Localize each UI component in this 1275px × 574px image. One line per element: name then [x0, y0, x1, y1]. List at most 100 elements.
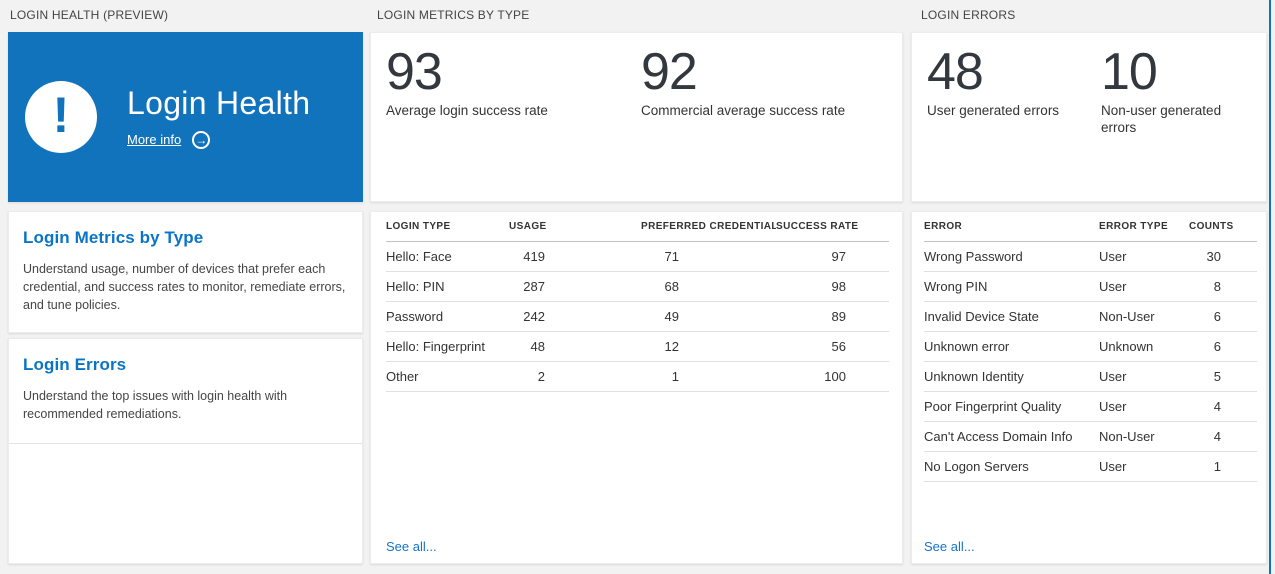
table-cell: 4: [1189, 421, 1257, 452]
table-row: Unknown error Unknown 6: [924, 331, 1257, 362]
table-cell: 100: [776, 361, 889, 392]
table-cell: 419: [509, 241, 641, 272]
login-metrics-description-card[interactable]: Login Metrics by Type Understand usage, …: [8, 211, 363, 333]
table-cell: 8: [1189, 271, 1257, 302]
login-errors-card-title[interactable]: Login Errors: [23, 355, 127, 374]
column-header-counts: COUNTS: [1189, 212, 1257, 242]
table-cell: No Logon Servers: [924, 451, 1099, 482]
blade-edge-divider: [1269, 0, 1271, 574]
table-cell: 2: [509, 361, 641, 392]
exclamation-icon: !: [25, 81, 97, 153]
table-row: Hello: Fingerprint 48 12 56: [386, 331, 889, 362]
stats-row: 93 Average login success rate 92 Commerc…: [386, 46, 887, 120]
stat-average-success-rate: 93 Average login success rate: [386, 46, 641, 120]
column-header-usage: USAGE: [509, 212, 641, 242]
table-cell: 4: [1189, 391, 1257, 422]
stat-value: 48: [927, 43, 984, 101]
table-header-row: ERROR ERROR TYPE COUNTS: [924, 212, 1257, 242]
tile-text-block: Login Health More info →: [127, 85, 310, 149]
login-errors-description-card[interactable]: Login Errors Understand the top issues w…: [8, 338, 363, 564]
section-header-login-metrics: LOGIN METRICS BY TYPE: [377, 8, 530, 22]
table-row: Password 242 49 89: [386, 301, 889, 332]
table-row: Hello: Face 419 71 97: [386, 241, 889, 272]
table-cell: 30: [1189, 241, 1257, 272]
table-row: No Logon Servers User 1: [924, 451, 1257, 482]
section-header-login-health: LOGIN HEALTH (PREVIEW): [10, 8, 169, 22]
stats-row: 48 User generated errors 10 Non-user gen…: [927, 46, 1251, 137]
table-cell: 5: [1189, 361, 1257, 392]
arrow-glyph: →: [195, 132, 208, 147]
table-cell: Non-User: [1099, 421, 1189, 452]
table-row: Wrong PIN User 8: [924, 271, 1257, 302]
stat-commercial-success-rate: 92 Commercial average success rate: [641, 46, 887, 120]
more-info-link[interactable]: More info: [127, 132, 182, 148]
login-metrics-card-description: Understand usage, number of devices that…: [23, 262, 346, 313]
section-header-login-errors: LOGIN ERRORS: [921, 8, 1016, 22]
column-header-error: ERROR: [924, 212, 1099, 242]
table-cell: 1: [641, 361, 776, 392]
table-cell: 97: [776, 241, 889, 272]
table-cell: 287: [509, 271, 641, 302]
login-errors-card-description: Understand the top issues with login hea…: [23, 389, 288, 422]
stat-value: 10: [1101, 43, 1158, 101]
stat-user-generated-errors: 48 User generated errors: [927, 46, 1101, 137]
column-header-preferred-credential: PREFERRED CREDENTIAL: [641, 212, 776, 242]
table-cell: User: [1099, 241, 1189, 272]
login-metrics-table-card: LOGIN TYPE USAGE PREFERRED CREDENTIAL SU…: [370, 211, 903, 564]
table-cell: Password: [386, 301, 509, 332]
table-cell: 71: [641, 241, 776, 272]
login-metrics-table: LOGIN TYPE USAGE PREFERRED CREDENTIAL SU…: [386, 212, 889, 392]
stat-label: Commercial average success rate: [641, 103, 846, 118]
table-cell: User: [1099, 361, 1189, 392]
tile-title: Login Health: [127, 85, 311, 122]
column-header-login-type: LOGIN TYPE: [386, 212, 509, 242]
table-row: Hello: PIN 287 68 98: [386, 271, 889, 302]
login-errors-card-content: Login Errors Understand the top issues w…: [9, 339, 362, 444]
table-row: Wrong Password User 30: [924, 241, 1257, 272]
table-cell: 12: [641, 331, 776, 362]
table-cell: Unknown Identity: [924, 361, 1099, 392]
login-errors-table: ERROR ERROR TYPE COUNTS Wrong Password Us…: [924, 212, 1257, 482]
table-row: Unknown Identity User 5: [924, 361, 1257, 392]
table-cell: Hello: PIN: [386, 271, 509, 302]
column-header-error-type: ERROR TYPE: [1099, 212, 1189, 242]
stat-value: 93: [386, 43, 443, 101]
table-cell: 48: [509, 331, 641, 362]
table-row: Other 2 1 100: [386, 361, 889, 392]
table-cell: 6: [1189, 301, 1257, 332]
login-metrics-card-title[interactable]: Login Metrics by Type: [23, 228, 204, 247]
table-cell: User: [1099, 271, 1189, 302]
table-row: Poor Fingerprint Quality User 4: [924, 391, 1257, 422]
table-cell: Hello: Face: [386, 241, 509, 272]
see-all-link-metrics[interactable]: See all...: [386, 539, 437, 554]
column-header-success-rate: SUCCESS RATE: [776, 212, 889, 242]
table-cell: User: [1099, 451, 1189, 482]
stat-value: 92: [641, 43, 698, 101]
table-cell: Wrong PIN: [924, 271, 1099, 302]
stat-label: Non-user generated errors: [1101, 103, 1222, 135]
more-info-row: More info →: [127, 130, 310, 149]
see-all-link-errors[interactable]: See all...: [924, 539, 975, 554]
stat-non-user-generated-errors: 10 Non-user generated errors: [1101, 46, 1251, 137]
table-cell: 56: [776, 331, 889, 362]
table-cell: Unknown error: [924, 331, 1099, 362]
login-errors-table-card: ERROR ERROR TYPE COUNTS Wrong Password Us…: [911, 211, 1267, 564]
table-cell: User: [1099, 391, 1189, 422]
table-cell: Other: [386, 361, 509, 392]
table-header-row: LOGIN TYPE USAGE PREFERRED CREDENTIAL SU…: [386, 212, 889, 242]
login-health-tile[interactable]: ! Login Health More info →: [8, 32, 363, 202]
arrow-right-circle-icon[interactable]: →: [192, 130, 211, 149]
table-cell: Unknown: [1099, 331, 1189, 362]
login-errors-stats-card: 48 User generated errors 10 Non-user gen…: [911, 32, 1267, 202]
table-cell: 1: [1189, 451, 1257, 482]
table-cell: 49: [641, 301, 776, 332]
table-cell: Hello: Fingerprint: [386, 331, 509, 362]
table-cell: 98: [776, 271, 889, 302]
table-cell: 68: [641, 271, 776, 302]
table-cell: Poor Fingerprint Quality: [924, 391, 1099, 422]
table-cell: 89: [776, 301, 889, 332]
table-row: Can't Access Domain Info Non-User 4: [924, 421, 1257, 452]
stat-label: Average login success rate: [386, 103, 548, 118]
table-cell: Non-User: [1099, 301, 1189, 332]
table-row: Invalid Device State Non-User 6: [924, 301, 1257, 332]
